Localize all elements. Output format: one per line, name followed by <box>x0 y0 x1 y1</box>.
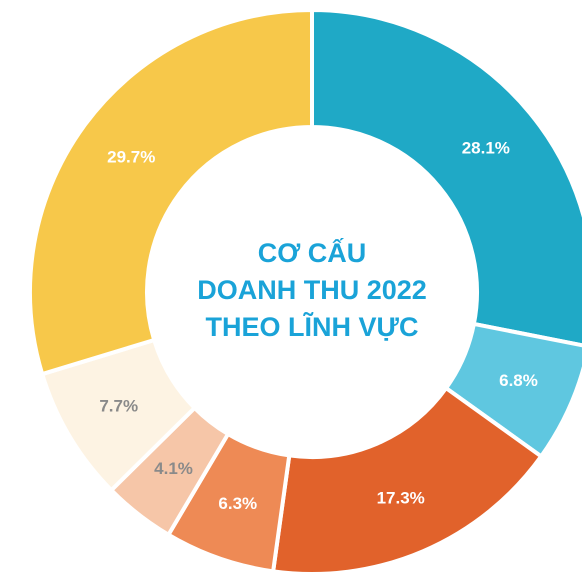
data-label: 6.8% <box>499 371 538 390</box>
chart-title: DOANH THU 2022 <box>197 275 427 305</box>
data-label: 7.7% <box>99 397 138 416</box>
donut-segment <box>270 385 544 576</box>
data-label: 29.7% <box>107 148 155 167</box>
data-label: 4.1% <box>154 459 193 478</box>
data-label: 28.1% <box>462 139 510 158</box>
data-label: 17.3% <box>377 488 425 507</box>
chart-title: THEO LĨNH VỰC <box>206 311 419 342</box>
donut-segment <box>310 7 582 348</box>
data-label: 6.3% <box>218 494 257 513</box>
donut-segment <box>28 7 314 377</box>
chart-title: CƠ CẤU <box>258 237 367 268</box>
